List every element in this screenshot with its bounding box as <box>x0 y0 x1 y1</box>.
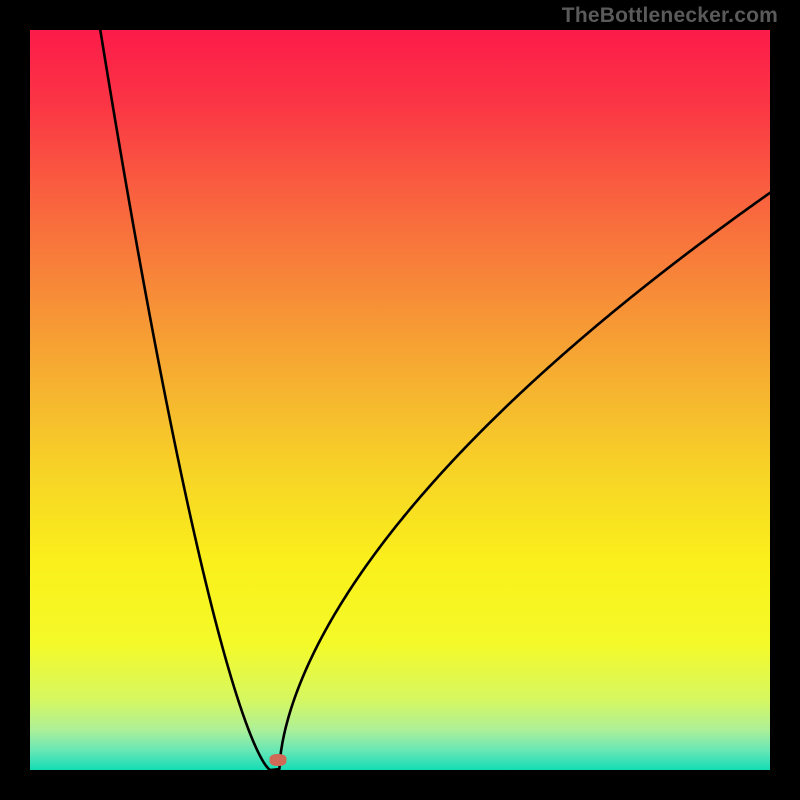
curve-minimum-marker <box>269 754 286 766</box>
gradient-background <box>30 30 770 770</box>
watermark-label: TheBottlenecker.com <box>562 4 778 28</box>
chart-stage: TheBottlenecker.com <box>0 0 800 800</box>
plot-area <box>30 30 770 770</box>
